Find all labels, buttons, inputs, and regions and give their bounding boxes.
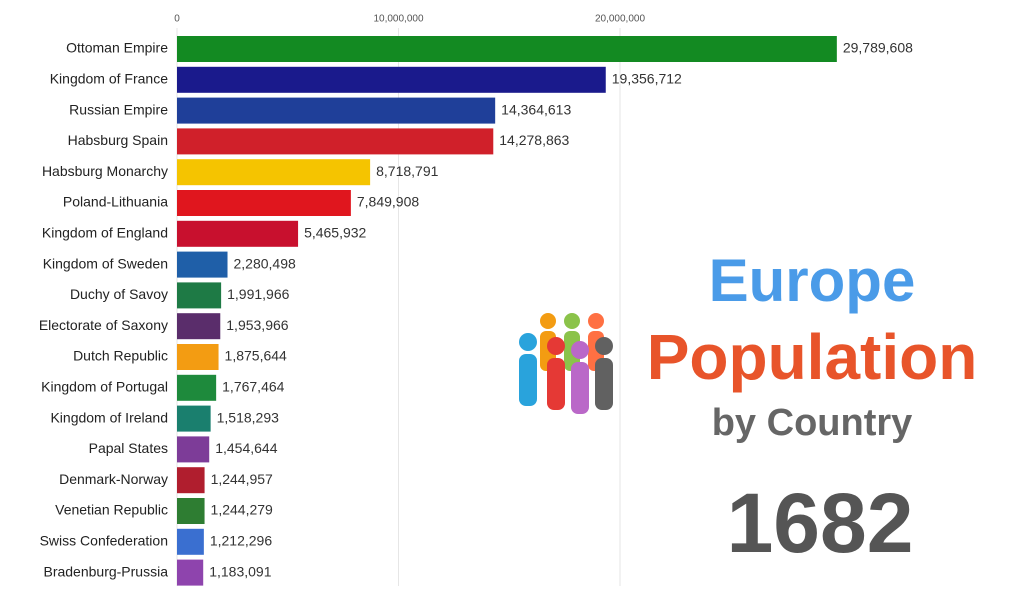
value-label: 1,991,966 — [227, 286, 289, 302]
value-label: 5,465,932 — [304, 225, 366, 241]
value-label: 2,280,498 — [234, 255, 296, 271]
value-label: 1,454,644 — [215, 440, 277, 456]
value-label: 1,953,966 — [226, 317, 288, 333]
y-tick-label: Venetian Republic — [55, 502, 168, 518]
y-tick-label: Habsburg Spain — [68, 132, 168, 148]
bar — [177, 313, 221, 340]
y-tick-label: Swiss Confederation — [40, 533, 168, 549]
bar — [177, 36, 837, 62]
bar — [177, 97, 496, 124]
y-tick-label: Dutch Republic — [73, 348, 168, 364]
y-tick-label: Bradenburg-Prussia — [43, 563, 168, 579]
value-label: 1,183,091 — [209, 563, 271, 579]
value-label: 1,875,644 — [225, 348, 287, 364]
bar — [177, 374, 217, 401]
bar — [177, 220, 299, 247]
value-label: 1,767,464 — [222, 379, 284, 395]
y-tick-label: Electorate of Saxony — [39, 317, 168, 333]
value-label: 14,364,613 — [501, 101, 571, 117]
title-line: Population — [647, 321, 978, 393]
y-tick-label: Duchy of Savoy — [70, 286, 168, 302]
people-icon — [519, 313, 613, 414]
title-line: Europe — [709, 247, 916, 314]
bar — [177, 128, 494, 155]
y-tick-label: Kingdom of England — [42, 225, 168, 241]
y-tick-label: Kingdom of Portugal — [41, 379, 168, 395]
bar — [177, 467, 205, 494]
y-tick-label: Papal States — [89, 440, 168, 456]
y-tick-label: Habsburg Monarchy — [42, 163, 168, 179]
y-tick-label: Russian Empire — [69, 101, 168, 117]
value-label: 1,244,279 — [211, 502, 273, 518]
bar — [177, 528, 204, 555]
year-label: 1682 — [727, 476, 914, 570]
bar — [177, 251, 228, 278]
bar — [177, 559, 204, 586]
value-label: 19,356,712 — [612, 71, 682, 87]
x-tick-label: 20,000,000 — [595, 14, 645, 25]
y-tick-label: Ottoman Empire — [66, 40, 168, 56]
bar — [177, 159, 371, 186]
bar — [177, 66, 606, 93]
bar — [177, 282, 222, 309]
y-tick-label: Poland-Lithuania — [63, 194, 168, 210]
bar — [177, 405, 211, 432]
y-tick-label: Kingdom of Ireland — [50, 409, 168, 425]
bar — [177, 498, 205, 524]
plot: 0 10,000,000 20,000,000 Ottoman Empire 29,78… — [39, 14, 913, 586]
value-label: 14,278,863 — [499, 132, 569, 148]
bar — [177, 190, 351, 216]
value-label: 29,789,608 — [843, 40, 913, 56]
value-label: 1,244,957 — [211, 471, 273, 487]
value-label: 8,718,791 — [376, 163, 438, 179]
x-tick-label: 10,000,000 — [373, 14, 423, 25]
x-tick-label: 0 — [174, 14, 180, 25]
y-tick-label: Denmark-Norway — [59, 471, 168, 487]
bar — [177, 436, 210, 463]
value-label: 1,212,296 — [210, 533, 272, 549]
bar — [177, 344, 219, 370]
value-label: 1,518,293 — [217, 409, 279, 425]
y-tick-label: Kingdom of Sweden — [43, 255, 168, 271]
value-label: 7,849,908 — [357, 194, 419, 210]
y-tick-label: Kingdom of France — [50, 71, 168, 87]
title-line: by Country — [712, 402, 913, 444]
